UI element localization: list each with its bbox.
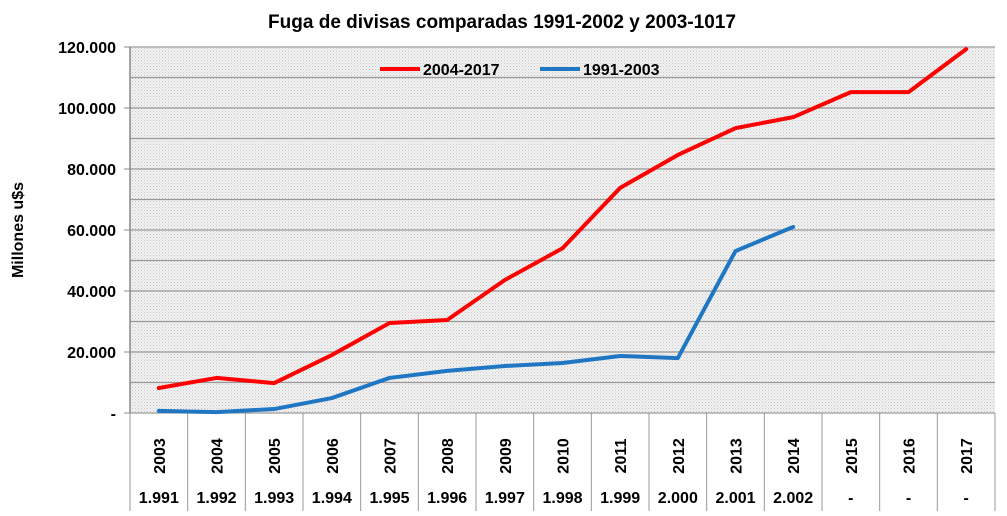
x-tick-label: 2004 <box>210 438 227 474</box>
x-tick-label: 2016 <box>902 438 919 474</box>
x-secondary-label: 1.992 <box>196 490 236 507</box>
x-secondary-label: 1.998 <box>542 490 582 507</box>
x-tick-label: 2007 <box>383 438 400 474</box>
x-tick-label: 2017 <box>959 438 976 474</box>
x-tick-label: 2005 <box>267 438 284 474</box>
x-secondary-label: 1.996 <box>427 490 467 507</box>
legend-label: 2004-2017 <box>423 62 500 79</box>
x-tick-label: 2012 <box>671 438 688 474</box>
x-tick-label: 2015 <box>844 438 861 474</box>
legend-label: 1991-2003 <box>583 62 660 79</box>
y-tick-label: 20.000 <box>67 345 116 362</box>
y-tick-label: 40.000 <box>67 284 116 301</box>
y-tick-label: 100.000 <box>58 101 116 118</box>
x-tick-label: 2014 <box>786 438 803 474</box>
x-secondary-label: 1.993 <box>254 490 294 507</box>
x-secondary-label: 1.991 <box>139 490 179 507</box>
x-tick-label: 2006 <box>325 438 342 474</box>
y-tick-label: 60.000 <box>67 223 116 240</box>
y-axis-label: Millones u$s <box>10 182 27 278</box>
x-secondary-label: - <box>964 490 969 507</box>
x-secondary-label: 2.000 <box>658 490 698 507</box>
x-secondary-label: 2.001 <box>715 490 755 507</box>
x-secondary-label: 2.002 <box>773 490 813 507</box>
x-tick-label: 2013 <box>729 438 746 474</box>
y-tick-label: 80.000 <box>67 162 116 179</box>
x-secondary-label: - <box>906 490 911 507</box>
x-secondary-label: 1.999 <box>600 490 640 507</box>
x-tick-label: 2010 <box>556 438 573 474</box>
x-tick-label: 2003 <box>152 438 169 474</box>
chart-title: Fuga de divisas comparadas 1991-2002 y 2… <box>268 12 736 33</box>
x-secondary-label: 1.994 <box>312 490 352 507</box>
x-tick-label: 2009 <box>498 438 515 474</box>
x-tick-label: 2011 <box>613 439 630 474</box>
x-tick-label: 2008 <box>440 438 457 474</box>
y-tick-label: 120.000 <box>58 40 116 57</box>
y-tick-label: - <box>111 406 116 423</box>
x-secondary-label: 1.995 <box>369 490 409 507</box>
x-secondary-label: - <box>848 490 853 507</box>
x-secondary-label: 1.997 <box>485 490 525 507</box>
